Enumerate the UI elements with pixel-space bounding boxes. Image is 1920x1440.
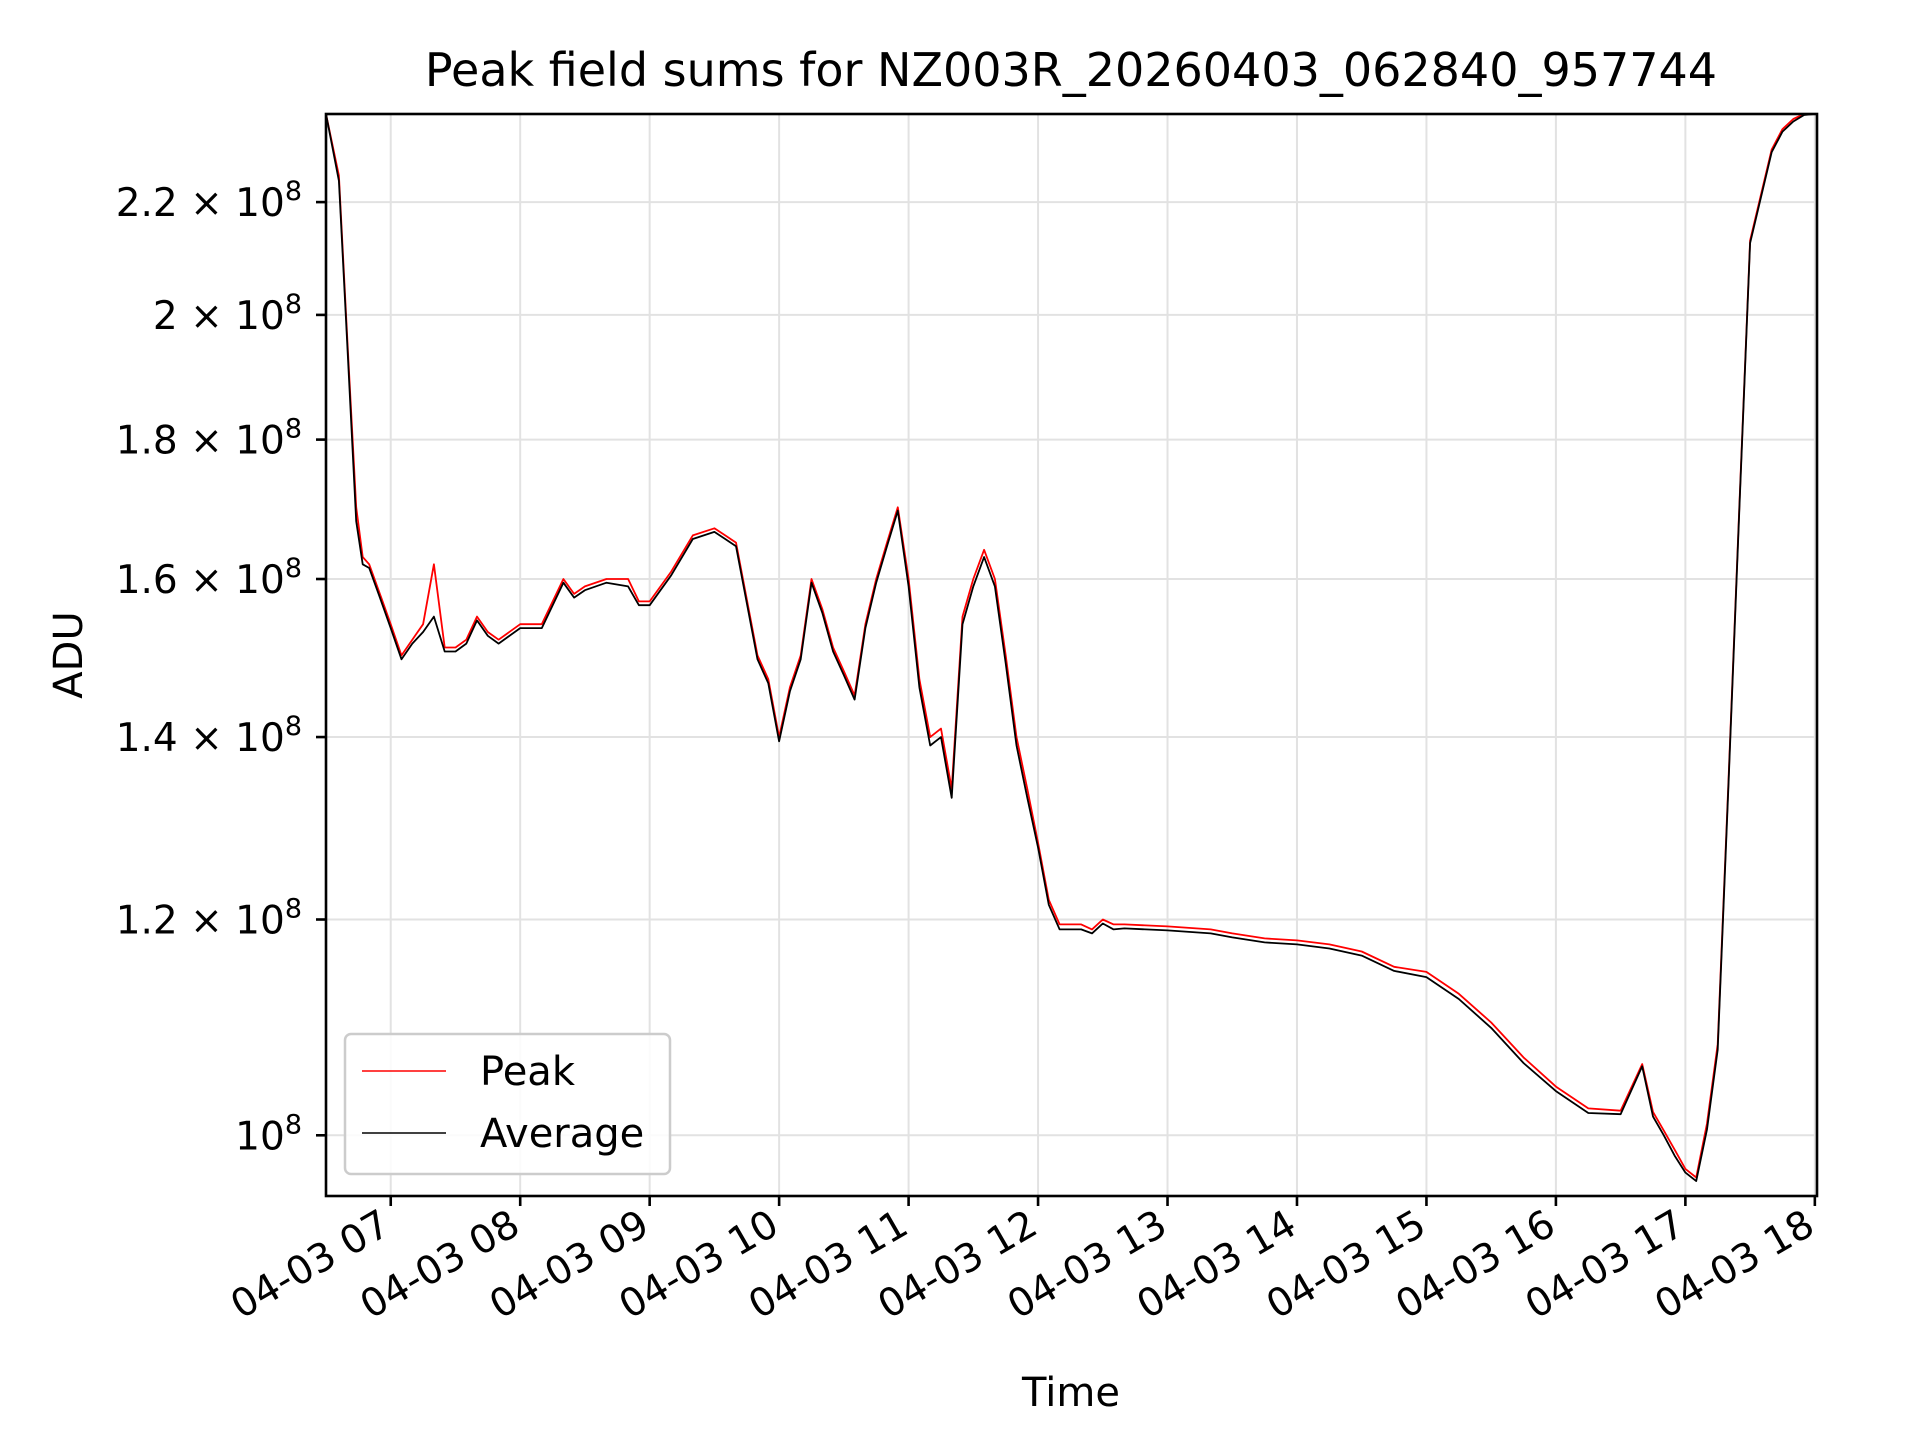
legend: Peak Average [343, 1032, 672, 1176]
y-tick-label: 2 × 108 [153, 289, 302, 339]
grid [326, 114, 1817, 1196]
y-tick-label: 2.2 × 108 [116, 176, 302, 226]
x-axis-label: Time [1021, 1370, 1120, 1416]
y-axis-label: ADU [46, 611, 92, 698]
series-line-peak [325, 113, 1815, 1179]
y-tick-label: 1.4 × 108 [116, 711, 302, 761]
y-tick-label: 1.6 × 108 [116, 553, 302, 603]
chart-title: Peak field sums for NZ003R_20260403_0628… [425, 43, 1717, 97]
y-tick-label: 1.8 × 108 [116, 414, 302, 464]
series-layer [325, 113, 1815, 1182]
legend-label-peak: Peak [480, 1049, 576, 1095]
plot-frame [324, 112, 1819, 1198]
legend-box [343, 1032, 672, 1176]
legend-label-average: Average [480, 1111, 644, 1157]
y-axis: 108 1.2 × 108 1.4 × 108 1.6 × 108 1.8 × 108 2… [116, 176, 326, 1159]
y-tick-label: 1.2 × 108 [116, 894, 302, 944]
y-tick-label: 108 [235, 1109, 302, 1159]
series-line-average [325, 113, 1815, 1182]
